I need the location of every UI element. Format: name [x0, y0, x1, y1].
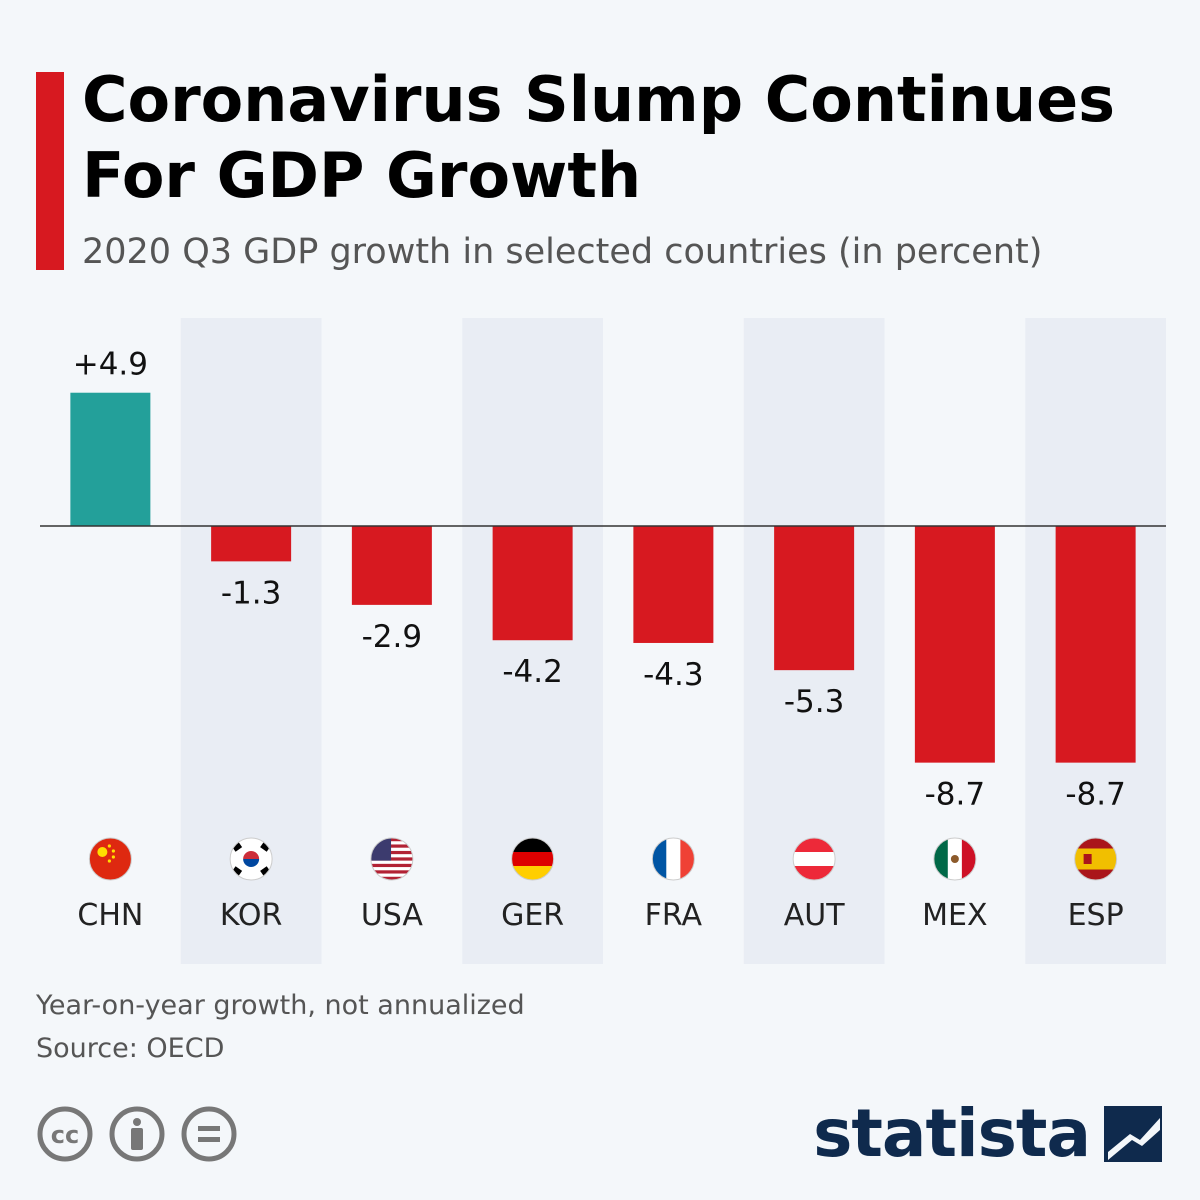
statista-logo-icon: [1104, 1105, 1162, 1162]
south-korea-flag-icon: [229, 837, 273, 881]
china-flag-icon: [88, 837, 132, 881]
category-label: GER: [501, 898, 564, 933]
value-label: -4.3: [643, 657, 704, 693]
austria-flag-icon: [792, 837, 836, 881]
chart-title: Coronavirus Slump Continues For GDP Grow…: [82, 62, 1172, 214]
usa-flag-icon: [370, 837, 414, 881]
chart-title-line-2: For GDP Growth: [82, 139, 642, 212]
mexico-flag-icon: [933, 837, 977, 881]
attribution-icon[interactable]: [109, 1106, 165, 1162]
bar-aut[interactable]: [774, 526, 855, 671]
spain-flag-icon: [1074, 837, 1118, 881]
svg-text:cc: cc: [51, 1121, 79, 1149]
bar-esp[interactable]: [1055, 526, 1136, 763]
category-label: KOR: [220, 898, 283, 933]
value-label: -2.9: [362, 619, 423, 655]
statista-logo[interactable]: statista: [813, 1095, 1164, 1172]
bar-chart: +4.9 CHN -1.3 KOR -2.9 USA -4.2 GER -4.3 FRA -5.3 A…: [40, 318, 1166, 964]
category-label: CHN: [77, 898, 143, 933]
source-note: Source: OECD: [36, 1033, 225, 1064]
value-label: -4.2: [502, 654, 563, 690]
category-label: FRA: [645, 898, 703, 933]
bar-mex[interactable]: [914, 526, 995, 763]
license-icons: cc: [37, 1106, 237, 1162]
title-accent-bar: [36, 72, 64, 270]
france-flag-icon: [651, 837, 695, 881]
category-label: AUT: [784, 898, 845, 933]
statista-logo-text: statista: [813, 1095, 1091, 1172]
footnote: Year-on-year growth, not annualized: [36, 990, 525, 1021]
value-label: +4.9: [73, 347, 148, 383]
bar-fra[interactable]: [633, 526, 714, 643]
no-derivatives-icon[interactable]: [181, 1106, 237, 1162]
category-label: MEX: [922, 898, 987, 933]
value-label: -5.3: [784, 684, 845, 720]
bar-kor[interactable]: [211, 526, 292, 562]
category-label: ESP: [1068, 898, 1124, 933]
category-label: USA: [361, 898, 424, 933]
value-label: -1.3: [221, 575, 282, 611]
value-label: -8.7: [925, 777, 986, 813]
chart-subtitle: 2020 Q3 GDP growth in selected countries…: [82, 232, 1043, 272]
chart-title-line-1: Coronavirus Slump Continues: [82, 63, 1116, 136]
bar-chn[interactable]: [70, 392, 151, 526]
cc-icon[interactable]: cc: [37, 1106, 93, 1162]
germany-flag-icon: [511, 837, 555, 881]
value-label: -8.7: [1065, 777, 1126, 813]
bar-usa[interactable]: [351, 526, 432, 605]
bar-ger[interactable]: [492, 526, 573, 641]
